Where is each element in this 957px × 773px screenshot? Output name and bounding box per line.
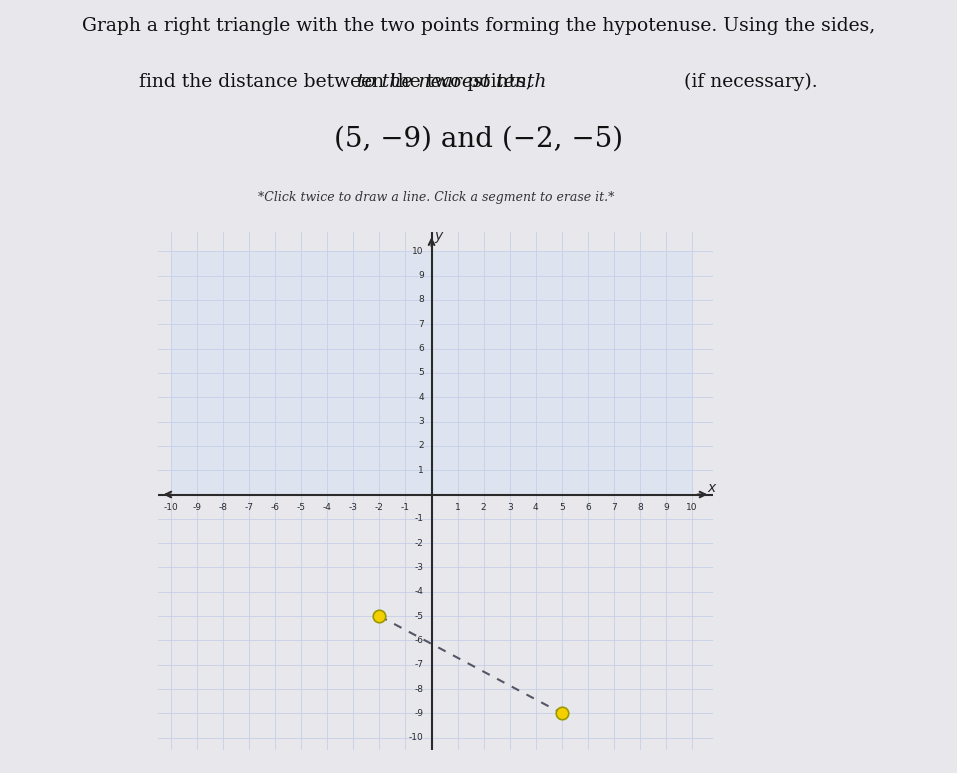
Text: to the nearest tenth: to the nearest tenth [135, 73, 822, 90]
Text: 5: 5 [418, 369, 424, 377]
Text: -4: -4 [414, 587, 424, 596]
Text: -3: -3 [349, 503, 358, 512]
Text: 3: 3 [507, 503, 513, 512]
Text: 10: 10 [686, 503, 698, 512]
Text: -7: -7 [414, 660, 424, 669]
Text: Graph a right triangle with the two points forming the hypotenuse. Using the sid: Graph a right triangle with the two poin… [82, 16, 875, 35]
Text: 8: 8 [418, 295, 424, 305]
Text: -1: -1 [401, 503, 410, 512]
Text: 7: 7 [612, 503, 617, 512]
Text: -8: -8 [218, 503, 228, 512]
Text: -2: -2 [375, 503, 384, 512]
Text: -6: -6 [271, 503, 279, 512]
Text: 9: 9 [663, 503, 669, 512]
Bar [171, 251, 692, 495]
Text: *Click twice to draw a line. Click a segment to erase it.*: *Click twice to draw a line. Click a seg… [258, 191, 614, 203]
Text: -9: -9 [192, 503, 202, 512]
Text: -3: -3 [414, 563, 424, 572]
Text: 6: 6 [418, 344, 424, 353]
Text: -1: -1 [414, 514, 424, 523]
Text: -8: -8 [414, 685, 424, 693]
Text: -7: -7 [245, 503, 254, 512]
Text: -9: -9 [414, 709, 424, 718]
Text: 10: 10 [412, 247, 424, 256]
Text: 7: 7 [418, 320, 424, 329]
Text: 1: 1 [455, 503, 460, 512]
Text: 9: 9 [418, 271, 424, 280]
Text: (5, −9) and (−2, −5): (5, −9) and (−2, −5) [334, 126, 623, 153]
Text: -5: -5 [414, 611, 424, 621]
Text: 2: 2 [418, 441, 424, 451]
Text: -6: -6 [414, 636, 424, 645]
Text: -4: -4 [323, 503, 332, 512]
Text: 1: 1 [418, 465, 424, 475]
Text: 4: 4 [418, 393, 424, 402]
Text: 4: 4 [533, 503, 539, 512]
Text: -5: -5 [297, 503, 305, 512]
Text: 3: 3 [418, 417, 424, 426]
Text: -10: -10 [409, 733, 424, 742]
Text: 5: 5 [559, 503, 565, 512]
Text: find the distance between the two points,                                       : find the distance between the two points… [139, 73, 818, 90]
Text: 8: 8 [637, 503, 643, 512]
Text: x: x [707, 482, 716, 495]
Text: 6: 6 [585, 503, 590, 512]
Text: 2: 2 [480, 503, 486, 512]
Text: -10: -10 [164, 503, 178, 512]
Text: y: y [434, 229, 442, 243]
Text: -2: -2 [414, 539, 424, 547]
